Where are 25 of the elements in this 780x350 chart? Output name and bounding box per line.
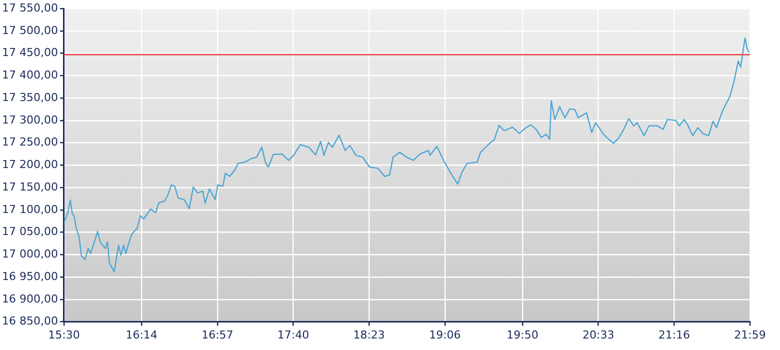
y-tick-label: 17 200,00: [2, 158, 58, 172]
x-tick-label: 21:16: [658, 328, 690, 342]
y-tick-label: 17 100,00: [2, 202, 58, 216]
x-tick-label: 16:57: [202, 328, 234, 342]
y-tick-label: 17 300,00: [2, 113, 58, 126]
y-tick-label: 17 050,00: [2, 225, 58, 238]
y-tick-label: 17 400,00: [2, 68, 58, 82]
x-tick-label: 18:23: [353, 328, 385, 342]
y-tick-label: 17 500,00: [2, 24, 58, 37]
x-tick-label: 16:14: [126, 328, 158, 342]
y-tick-label: 17 450,00: [2, 46, 58, 60]
y-tick-label: 17 350,00: [2, 90, 58, 104]
x-tick-label: 19:50: [506, 328, 538, 342]
y-tick-label: 17 250,00: [2, 136, 58, 149]
x-tick-label: 19:06: [429, 328, 461, 342]
y-tick-label: 17 000,00: [2, 248, 58, 261]
y-tick-label: 17 550,00: [2, 1, 58, 14]
x-tick-label: 20:33: [582, 328, 614, 342]
x-tick-label: 17:40: [277, 328, 310, 342]
y-tick-label: 17 150,00: [2, 180, 58, 194]
y-tick-label: 16 950,00: [2, 270, 58, 283]
x-tick-label: 15:30: [48, 328, 80, 342]
y-tick-label: 16 850,00: [2, 314, 58, 328]
x-tick-label: 21:59: [734, 328, 766, 342]
y-tick-label: 16 900,00: [2, 292, 58, 306]
